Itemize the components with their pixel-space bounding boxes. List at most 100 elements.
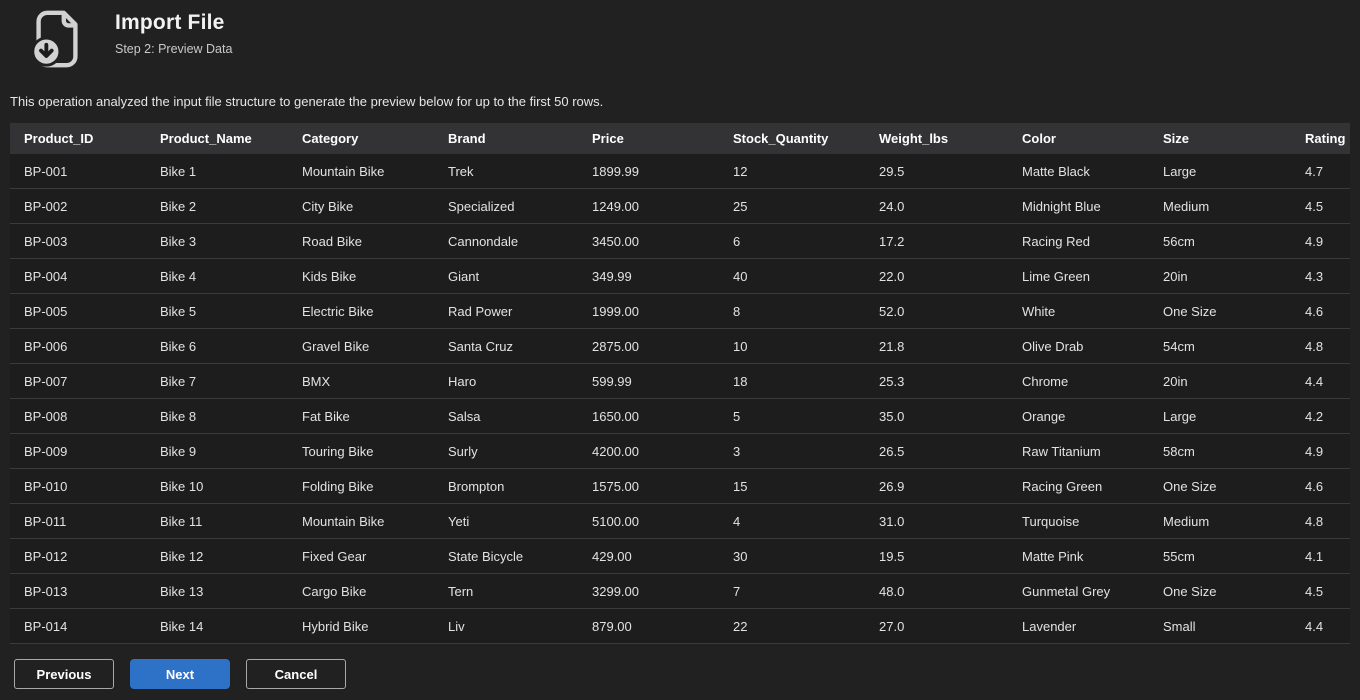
table-cell: Medium xyxy=(1149,188,1291,224)
table-cell: 15 xyxy=(719,468,865,504)
table-cell: Chrome xyxy=(1008,363,1149,399)
table-cell: 429.00 xyxy=(578,538,719,574)
table-cell: Bike 10 xyxy=(146,468,288,504)
table-cell: 599.99 xyxy=(578,363,719,399)
table-cell: Fixed Gear xyxy=(288,538,434,574)
table-cell: 25 xyxy=(719,188,865,224)
table-cell: BP-007 xyxy=(10,363,146,399)
preview-description: This operation analyzed the input file s… xyxy=(10,94,604,109)
table-cell: 4.7 xyxy=(1291,154,1350,189)
table-cell: Santa Cruz xyxy=(434,328,578,364)
table-cell: BP-013 xyxy=(10,573,146,609)
table-cell: 5 xyxy=(719,398,865,434)
table-cell: 7 xyxy=(719,573,865,609)
table-cell: 52.0 xyxy=(865,293,1008,329)
table-cell: Mountain Bike xyxy=(288,503,434,539)
table-cell: BP-001 xyxy=(10,154,146,189)
table-cell: Orange xyxy=(1008,398,1149,434)
page-title: Import File xyxy=(115,11,225,34)
table-cell: 879.00 xyxy=(578,608,719,644)
table-cell: 29.5 xyxy=(865,154,1008,189)
table-cell: Kids Bike xyxy=(288,258,434,294)
table-cell: 4.6 xyxy=(1291,468,1350,504)
table-cell: 3 xyxy=(719,433,865,469)
table-cell: Large xyxy=(1149,398,1291,434)
table-cell: Bike 9 xyxy=(146,433,288,469)
table-cell: 54cm xyxy=(1149,328,1291,364)
table-cell: Bike 11 xyxy=(146,503,288,539)
table-cell: Cannondale xyxy=(434,223,578,259)
table-cell: One Size xyxy=(1149,468,1291,504)
cancel-button[interactable]: Cancel xyxy=(246,659,346,689)
table-cell: 4.9 xyxy=(1291,433,1350,469)
table-cell: 22.0 xyxy=(865,258,1008,294)
page-subtitle: Step 2: Preview Data xyxy=(115,42,233,56)
previous-button[interactable]: Previous xyxy=(14,659,114,689)
table-cell: 4.5 xyxy=(1291,188,1350,224)
table-row: BP-004 Bike 4 Kids Bike Giant 349.99 40 22.0 Li… xyxy=(10,258,1350,294)
table-cell: 3450.00 xyxy=(578,223,719,259)
wizard-footer: Previous Next Cancel xyxy=(14,659,1360,689)
table-cell: Bike 1 xyxy=(146,154,288,189)
table-cell: Liv xyxy=(434,608,578,644)
table-cell: BP-005 xyxy=(10,293,146,329)
table-cell: Matte Pink xyxy=(1008,538,1149,574)
table-cell: Racing Red xyxy=(1008,223,1149,259)
table-cell: Bike 12 xyxy=(146,538,288,574)
table-cell: 20in xyxy=(1149,363,1291,399)
table-cell: BP-004 xyxy=(10,258,146,294)
table-cell: 17.2 xyxy=(865,223,1008,259)
table-cell: Bike 6 xyxy=(146,328,288,364)
column-header-stock_quantity: Stock_Quantity xyxy=(719,123,865,154)
table-cell: Road Bike xyxy=(288,223,434,259)
table-cell: 27.0 xyxy=(865,608,1008,644)
table-cell: Bike 3 xyxy=(146,223,288,259)
table-cell: Haro xyxy=(434,363,578,399)
table-cell: Olive Drab xyxy=(1008,328,1149,364)
table-cell: 1899.99 xyxy=(578,154,719,189)
table-cell: Electric Bike xyxy=(288,293,434,329)
table-cell: Specialized xyxy=(434,188,578,224)
table-cell: BP-012 xyxy=(10,538,146,574)
table-cell: 4 xyxy=(719,503,865,539)
table-cell: Salsa xyxy=(434,398,578,434)
table-cell: 26.9 xyxy=(865,468,1008,504)
table-cell: 4.9 xyxy=(1291,223,1350,259)
table-cell: 31.0 xyxy=(865,503,1008,539)
table-cell: 10 xyxy=(719,328,865,364)
table-cell: Giant xyxy=(434,258,578,294)
column-header-weight_lbs: Weight_lbs xyxy=(865,123,1008,154)
table-cell: 56cm xyxy=(1149,223,1291,259)
table-cell: 2875.00 xyxy=(578,328,719,364)
table-cell: 5100.00 xyxy=(578,503,719,539)
table-cell: BP-009 xyxy=(10,433,146,469)
table-cell: Surly xyxy=(434,433,578,469)
table-cell: 58cm xyxy=(1149,433,1291,469)
table-cell: BP-003 xyxy=(10,223,146,259)
table-cell: 4.3 xyxy=(1291,258,1350,294)
table-row: BP-012 Bike 12 Fixed Gear State Bicycle 429.… xyxy=(10,538,1350,574)
table-cell: 24.0 xyxy=(865,188,1008,224)
table-cell: Trek xyxy=(434,154,578,189)
title-block: Import File Step 2: Preview Data xyxy=(115,8,232,56)
table-row: BP-001 Bike 1 Mountain Bike Trek 1899.99 12 29… xyxy=(10,154,1350,189)
next-button[interactable]: Next xyxy=(130,659,230,689)
table-cell: Medium xyxy=(1149,503,1291,539)
dialog-header: Import File Step 2: Preview Data xyxy=(0,0,1360,68)
table-cell: 6 xyxy=(719,223,865,259)
table-cell: Lime Green xyxy=(1008,258,1149,294)
table-cell: 4.1 xyxy=(1291,538,1350,574)
table-cell: Bike 13 xyxy=(146,573,288,609)
table-cell: 35.0 xyxy=(865,398,1008,434)
table-cell: Cargo Bike xyxy=(288,573,434,609)
table-cell: Raw Titanium xyxy=(1008,433,1149,469)
column-header-color: Color xyxy=(1008,123,1149,154)
table-cell: Tern xyxy=(434,573,578,609)
table-cell: BP-006 xyxy=(10,328,146,364)
table-cell: Bike 7 xyxy=(146,363,288,399)
table-cell: 4.8 xyxy=(1291,328,1350,364)
column-header-price: Price xyxy=(578,123,719,154)
table-row: BP-014 Bike 14 Hybrid Bike Liv 879.00 22 27.0 L… xyxy=(10,608,1350,644)
table-cell: Large xyxy=(1149,154,1291,189)
table-cell: 4.4 xyxy=(1291,608,1350,644)
